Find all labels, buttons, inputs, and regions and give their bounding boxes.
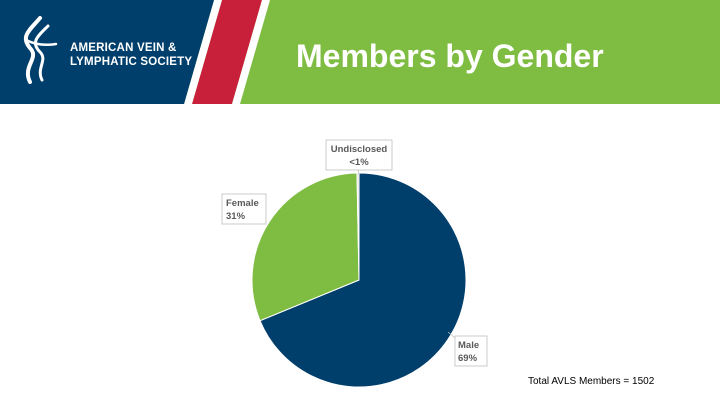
callout-undisclosed-box [325,139,393,171]
slice-label-male: Male [458,340,479,351]
pie-slice-female [251,172,360,322]
callout-female: Female 31% [221,193,267,225]
slide-title: Members by Gender [296,38,604,74]
callout-undisclosed: Undisclosed <1% [325,139,393,175]
header-white-stripe-2 [232,0,270,104]
slice-label-undisclosed: Undisclosed [331,144,388,155]
organization-name-line2: LYMPHATIC SOCIETY [70,56,193,68]
callout-male-leader [447,331,456,339]
callout-male-box [454,335,488,367]
callout-undisclosed-leader [357,169,360,175]
slice-value-male: 69% [458,353,478,364]
society-logo-icon [23,16,58,84]
slice-value-undisclosed: <1% [349,157,369,168]
pie-slices [251,172,467,388]
callout-male: Male 69% [447,331,488,367]
slice-value-female: 31% [226,211,246,222]
slice-label-female: Female [226,198,259,209]
organization-name: AMERICAN VEIN & LYMPHATIC SOCIETY [70,41,192,69]
organization-name-line1: AMERICAN VEIN & [70,42,177,54]
header-navy-block [0,0,214,104]
total-members-note: Total AVLS Members = 1502 [528,376,655,387]
callout-female-box [221,193,267,225]
header-white-stripe [184,0,222,104]
pie-slice-male [259,172,467,388]
header-red-stripe [192,0,262,104]
header-banner [0,0,720,104]
